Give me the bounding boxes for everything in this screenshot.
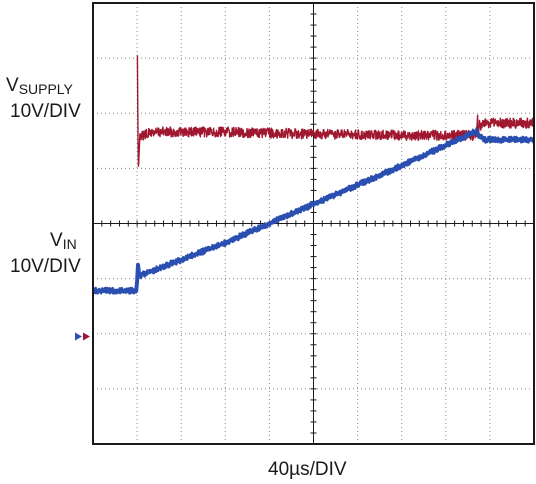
time-scale-label: 40µs/DIV [268, 459, 347, 480]
supply-scale-label: 10V/DIV [10, 101, 81, 122]
plot-frame [92, 2, 535, 445]
supply-label: VSUPPLY [6, 76, 73, 96]
vin-label-main: V [50, 230, 63, 251]
supply-label-main: V [6, 75, 19, 96]
ground-markers [75, 332, 90, 341]
vin-label: VIN [50, 231, 77, 251]
vin-label-sub: IN [62, 236, 77, 252]
vin-scale-label: 10V/DIV [10, 256, 81, 277]
trace-v-in-band [93, 128, 534, 293]
trace-v-supply [136, 55, 535, 167]
supply-label-sub: SUPPLY [18, 81, 73, 97]
ground-marker-arrow [83, 332, 90, 341]
ground-marker-arrow [75, 332, 82, 341]
grid [92, 2, 535, 445]
traces [91, 55, 535, 295]
